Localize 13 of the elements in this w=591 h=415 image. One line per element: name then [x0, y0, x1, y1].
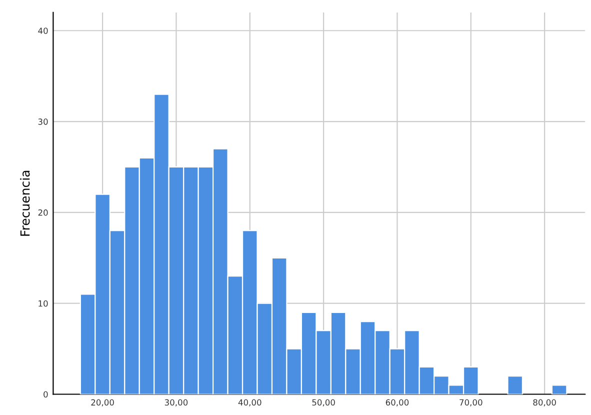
y-tick-label: 0 [44, 391, 48, 398]
x-tick-label: 80,00 [533, 399, 556, 406]
x-tick-label: 60,00 [386, 399, 409, 406]
x-tick-label: 40,00 [238, 399, 262, 406]
x-tick-label: 20,00 [91, 399, 114, 406]
y-tick-label: 10 [38, 300, 48, 307]
y-axis-title: Frecuencia [20, 170, 30, 236]
y-tick-label: 40 [38, 28, 48, 34]
y-tick-label: 20 [38, 209, 48, 216]
x-tick-label: 50,00 [312, 399, 335, 406]
y-tick-label: 30 [38, 118, 48, 125]
x-tick-label: 70,00 [460, 399, 482, 406]
x-tick-label: 30,00 [164, 399, 188, 406]
